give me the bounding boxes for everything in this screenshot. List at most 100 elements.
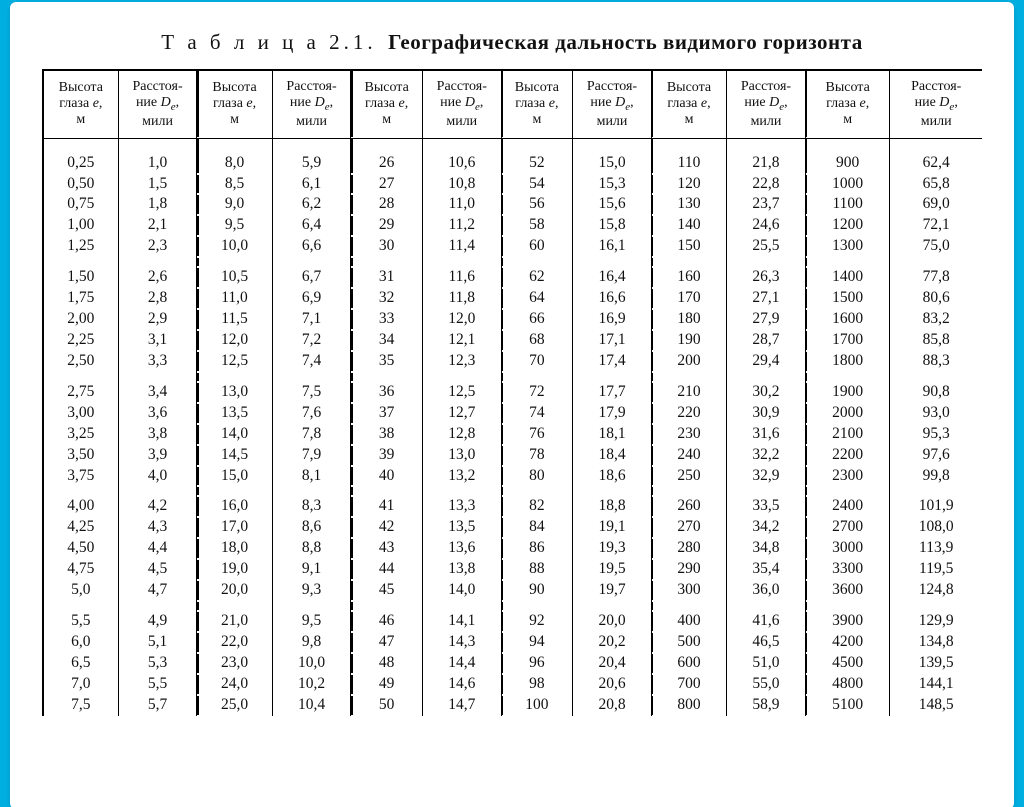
cell-distance: 7,5 — [272, 382, 351, 403]
cell-height: 900 — [805, 138, 890, 173]
cell-distance: 20,0 — [573, 611, 652, 632]
cell-height: 200 — [651, 351, 726, 372]
cell-height: 54 — [501, 174, 572, 195]
cell-height: 27 — [351, 174, 422, 195]
cell-distance: 2,8 — [118, 288, 197, 309]
cell-distance: 30,2 — [727, 382, 806, 403]
cell-distance: 17,9 — [573, 403, 652, 424]
cell-height: 3600 — [805, 580, 890, 601]
cell-height: 2,50 — [43, 351, 118, 372]
cell-distance: 1,5 — [118, 174, 197, 195]
cell-height: 100 — [501, 695, 572, 716]
cell-height: 180 — [651, 309, 726, 330]
table-row: 5,04,720,09,34514,09019,730036,03600124,… — [43, 580, 982, 601]
cell-distance: 129,9 — [890, 611, 982, 632]
cell-distance: 97,6 — [890, 445, 982, 466]
col-header-height: Высотаглаза e,м — [43, 70, 118, 138]
cell-distance: 13,8 — [422, 559, 501, 580]
cell-height: 3300 — [805, 559, 890, 580]
cell-height: 10,0 — [197, 236, 272, 257]
cell-height: 1500 — [805, 288, 890, 309]
cell-height: 5,0 — [43, 580, 118, 601]
cell-height: 250 — [651, 466, 726, 487]
cell-height: 1,25 — [43, 236, 118, 257]
cell-height: 1,50 — [43, 267, 118, 288]
horizon-table: Высотаглаза e,мРасстоя-ние De,милиВысота… — [42, 69, 982, 716]
cell-height: 1100 — [805, 194, 890, 215]
cell-distance: 16,1 — [573, 236, 652, 257]
cell-height: 1200 — [805, 215, 890, 236]
cell-height: 70 — [501, 351, 572, 372]
cell-distance: 16,6 — [573, 288, 652, 309]
cell-height: 22,0 — [197, 632, 272, 653]
cell-distance: 23,7 — [727, 194, 806, 215]
cell-height: 35 — [351, 351, 422, 372]
table-row: 1,002,19,56,42911,25815,814024,6120072,1 — [43, 215, 982, 236]
cell-distance: 134,8 — [890, 632, 982, 653]
cell-height: 1800 — [805, 351, 890, 372]
cell-height: 1,75 — [43, 288, 118, 309]
cell-height: 0,50 — [43, 174, 118, 195]
cell-height: 6,5 — [43, 653, 118, 674]
cell-height: 10,5 — [197, 267, 272, 288]
cell-height: 16,0 — [197, 496, 272, 517]
cell-height: 170 — [651, 288, 726, 309]
table-row: 3,503,914,57,93913,07818,424032,2220097,… — [43, 445, 982, 466]
cell-distance: 55,0 — [727, 674, 806, 695]
cell-distance: 10,8 — [422, 174, 501, 195]
cell-distance: 26,3 — [727, 267, 806, 288]
cell-distance: 7,4 — [272, 351, 351, 372]
cell-height: 290 — [651, 559, 726, 580]
cell-distance: 4,0 — [118, 466, 197, 487]
cell-distance: 2,6 — [118, 267, 197, 288]
cell-height: 190 — [651, 330, 726, 351]
col-header-height: Высотаглаза e,м — [805, 70, 890, 138]
cell-distance: 20,2 — [573, 632, 652, 653]
cell-height: 34 — [351, 330, 422, 351]
cell-distance: 65,8 — [890, 174, 982, 195]
cell-distance: 6,9 — [272, 288, 351, 309]
cell-distance: 14,1 — [422, 611, 501, 632]
cell-height: 2100 — [805, 424, 890, 445]
cell-height: 2,75 — [43, 382, 118, 403]
cell-height: 64 — [501, 288, 572, 309]
cell-distance: 2,1 — [118, 215, 197, 236]
cell-distance: 7,8 — [272, 424, 351, 445]
cell-height: 300 — [651, 580, 726, 601]
table-row: 1,502,610,56,73111,66216,416026,3140077,… — [43, 267, 982, 288]
cell-height: 2,00 — [43, 309, 118, 330]
cell-height: 1,00 — [43, 215, 118, 236]
cell-height: 11,0 — [197, 288, 272, 309]
cell-distance: 3,8 — [118, 424, 197, 445]
cell-distance: 20,4 — [573, 653, 652, 674]
cell-distance: 24,6 — [727, 215, 806, 236]
cell-height: 6,0 — [43, 632, 118, 653]
cell-height: 78 — [501, 445, 572, 466]
cell-distance: 99,8 — [890, 466, 982, 487]
cell-distance: 14,4 — [422, 653, 501, 674]
table-row: 5,54,921,09,54614,19220,040041,63900129,… — [43, 611, 982, 632]
cell-distance: 15,8 — [573, 215, 652, 236]
cell-height: 120 — [651, 174, 726, 195]
cell-height: 86 — [501, 538, 572, 559]
cell-distance: 11,2 — [422, 215, 501, 236]
cell-distance: 18,6 — [573, 466, 652, 487]
cell-height: 80 — [501, 466, 572, 487]
cell-distance: 12,5 — [422, 382, 501, 403]
table-row: 4,004,216,08,34113,38218,826033,52400101… — [43, 496, 982, 517]
cell-height: 4500 — [805, 653, 890, 674]
col-header-height: Высотаглаза e,м — [501, 70, 572, 138]
cell-distance: 15,0 — [573, 138, 652, 173]
cell-distance: 13,2 — [422, 466, 501, 487]
cell-height: 2000 — [805, 403, 890, 424]
cell-height: 7,0 — [43, 674, 118, 695]
table-row: 0,751,89,06,22811,05615,613023,7110069,0 — [43, 194, 982, 215]
cell-distance: 12,7 — [422, 403, 501, 424]
cell-distance: 13,0 — [422, 445, 501, 466]
col-header-height: Высотаглаза e,м — [651, 70, 726, 138]
cell-height: 76 — [501, 424, 572, 445]
cell-height: 2200 — [805, 445, 890, 466]
cell-distance: 5,7 — [118, 695, 197, 716]
cell-height: 4800 — [805, 674, 890, 695]
table-row: 2,002,911,57,13312,06616,918027,9160083,… — [43, 309, 982, 330]
